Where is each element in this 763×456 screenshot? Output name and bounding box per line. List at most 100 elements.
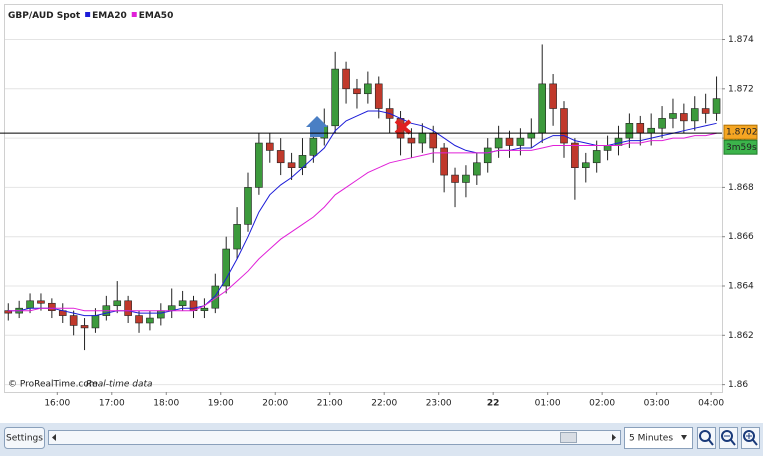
y-tick-label: 1.864 <box>728 282 754 292</box>
candle-body <box>211 285 220 309</box>
candle-body <box>658 118 666 129</box>
candle-body <box>418 132 427 144</box>
candle-body <box>364 83 372 95</box>
plot-frame <box>4 4 723 393</box>
candle-body <box>581 162 590 168</box>
candle-body <box>48 302 56 311</box>
candle-body <box>592 150 601 164</box>
timeframe-label: 5 Minutes <box>629 434 673 444</box>
y-tick-label: 1.872 <box>728 84 754 94</box>
x-tick-label: 16:00 <box>44 399 70 409</box>
candle-body <box>429 132 438 149</box>
candle-body <box>636 123 645 134</box>
buy-signal-arrow <box>306 116 328 137</box>
candle-body <box>462 174 470 183</box>
x-tick-label: 19:00 <box>208 399 234 409</box>
x-tick-label: 22 <box>487 399 500 409</box>
y-tick-label: 1.86 <box>728 380 748 390</box>
candle-body <box>4 310 13 314</box>
scroll-left[interactable] <box>52 434 56 441</box>
candle-body <box>135 315 143 324</box>
timer-label: 3m59s <box>726 143 757 153</box>
candle-body <box>516 137 525 146</box>
y-tick-label: 1.866 <box>728 232 754 242</box>
candle-body <box>80 325 89 329</box>
candle-body <box>287 162 296 168</box>
settings-label: Settings <box>6 434 43 444</box>
candle-body <box>527 132 536 139</box>
candle-body <box>669 113 677 119</box>
candle-body <box>560 108 568 144</box>
candle-body <box>374 83 383 109</box>
candle-body <box>538 83 547 134</box>
y-tick-label: 1.862 <box>728 331 754 341</box>
candle-body <box>222 248 231 287</box>
candle-body <box>331 68 339 127</box>
candle-body <box>233 224 241 250</box>
candle-body <box>407 137 416 144</box>
dropdown-arrow <box>681 435 687 440</box>
price-tag-label: 1.8702 <box>726 128 758 138</box>
settings-button[interactable] <box>4 427 45 449</box>
zoom-fit-button[interactable] <box>697 427 716 449</box>
scrollbar[interactable] <box>48 430 621 445</box>
candle-body <box>625 123 634 139</box>
candle-body <box>701 108 710 114</box>
legend: GBP/AUD Spot EMA20 EMA50 <box>8 11 173 21</box>
x-tick-label: 18:00 <box>153 399 179 409</box>
candle-body <box>647 127 655 134</box>
scroll-thumb[interactable] <box>560 432 577 443</box>
x-tick-label: 22:00 <box>371 399 397 409</box>
candle-body <box>690 108 699 122</box>
legend-swatch <box>85 12 91 17</box>
scroll-right[interactable] <box>612 434 616 441</box>
candle-body <box>451 174 459 183</box>
candle-body <box>146 317 154 324</box>
candle-body <box>712 98 721 114</box>
grid <box>5 39 722 386</box>
y-tick-label: 1.874 <box>728 35 754 45</box>
candle-body <box>494 137 503 149</box>
x-tick-label: 04:00 <box>698 399 724 409</box>
candle-body <box>440 147 448 176</box>
credit: © ProRealTime.com <box>8 380 98 390</box>
candle-body <box>37 300 45 304</box>
candle-body <box>124 300 132 316</box>
note: Real-time data <box>86 380 153 390</box>
legend-label: EMA50 <box>139 11 174 21</box>
candle-body <box>244 187 252 225</box>
candle-body <box>157 310 165 319</box>
legend-swatch <box>131 12 137 17</box>
candle-body <box>265 142 274 151</box>
zoom-in-button[interactable] <box>741 427 760 449</box>
candle-body <box>200 307 209 311</box>
x-tick-label: 02:00 <box>589 399 615 409</box>
candle-body <box>276 150 285 164</box>
candle-body <box>549 83 557 109</box>
ema-line <box>8 132 717 312</box>
timeframe-select[interactable] <box>624 427 693 449</box>
x-tick-label: 20:00 <box>262 399 288 409</box>
y-tick-label: 1.868 <box>728 183 754 193</box>
price-tag <box>723 124 758 140</box>
candle-body <box>505 137 514 146</box>
candle-body <box>178 300 187 307</box>
legend-label: GBP/AUD Spot <box>8 11 81 21</box>
candle-body <box>353 88 361 95</box>
candle-body <box>26 300 34 309</box>
candle-body <box>342 68 350 90</box>
x-tick-label: 03:00 <box>644 399 670 409</box>
candle-body <box>69 315 78 326</box>
x-tick-label: 23:00 <box>426 399 452 409</box>
candle-body <box>91 315 100 329</box>
zoom-out-button[interactable] <box>719 427 738 449</box>
candle-body <box>603 145 612 151</box>
candle-body <box>473 162 481 176</box>
x-tick-label: 17:00 <box>99 399 125 409</box>
legend-label: EMA20 <box>92 11 127 21</box>
sell-signal-cross <box>394 119 412 135</box>
candle-body <box>483 147 492 164</box>
candle-body <box>571 142 579 168</box>
